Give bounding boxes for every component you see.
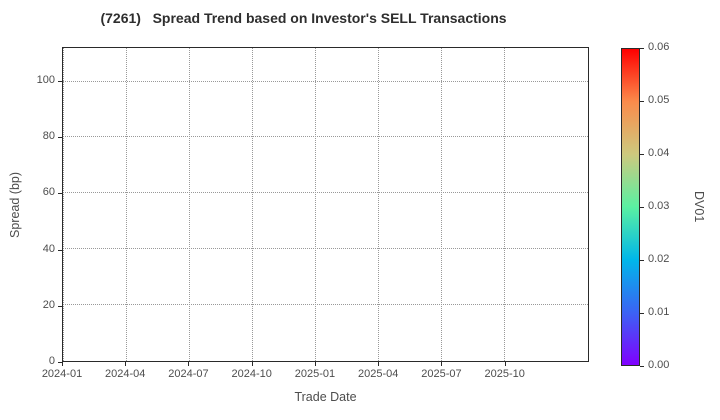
colorbar-label: DV01 (692, 191, 706, 223)
x-tick-label: 2024-10 (231, 368, 272, 380)
x-gridline (126, 48, 127, 361)
colorbar-tick-label: 0.06 (648, 41, 670, 53)
x-gridline (252, 48, 253, 361)
x-gridline (189, 48, 190, 361)
colorbar-tick-mark (640, 154, 644, 155)
x-tick-mark (314, 362, 316, 366)
x-gridline (504, 48, 505, 361)
x-tick-label: 2025-04 (358, 368, 399, 380)
x-tick-label: 2024-04 (105, 368, 146, 380)
colorbar-tick-label: 0.00 (648, 359, 670, 371)
y-gridline (63, 304, 588, 306)
x-tick-label: 2025-01 (294, 368, 336, 380)
colorbar-tick-label: 0.02 (648, 253, 670, 265)
colorbar-tick-mark (640, 260, 644, 261)
colorbar-tick-label: 0.05 (648, 94, 670, 106)
y-gridline (63, 136, 588, 138)
colorbar-tick-mark (640, 207, 644, 208)
x-tick-label: 2025-07 (421, 368, 462, 380)
colorbar-tick-mark (640, 313, 644, 314)
x-gridline (315, 48, 316, 361)
y-tick-label: 60 (42, 186, 55, 199)
y-tick-mark (58, 249, 62, 251)
x-gridline (63, 48, 64, 361)
x-gridline (378, 48, 379, 361)
y-tick-label: 0 (48, 355, 55, 367)
colorbar (621, 48, 640, 366)
colorbar-tick-label: 0.04 (648, 147, 670, 159)
y-tick-mark (58, 193, 62, 195)
chart-title: (7261) Spread Trend based on Investor's … (100, 10, 507, 26)
y-tick-mark (58, 137, 62, 138)
x-tick-label: 2024-07 (168, 368, 209, 380)
y-tick-mark (58, 362, 62, 363)
y-tick-mark (58, 305, 62, 307)
x-tick-mark (378, 362, 380, 366)
y-tick-label: 80 (42, 130, 55, 142)
plot-area (62, 47, 589, 362)
x-tick-mark (251, 362, 253, 366)
x-tick-mark (62, 362, 63, 366)
colorbar-tick-label: 0.03 (648, 200, 670, 212)
colorbar-tick-mark (640, 48, 644, 49)
y-tick-label: 40 (42, 242, 55, 255)
colorbar-tick-mark (640, 101, 644, 102)
x-tick-label: 2024-01 (41, 368, 83, 380)
y-axis-label: Spread (bp) (8, 171, 22, 238)
y-tick-label: 100 (36, 73, 55, 86)
x-gridline (441, 48, 442, 361)
x-tick-mark (188, 362, 190, 366)
x-tick-mark (125, 362, 127, 366)
y-gridline (63, 80, 588, 82)
y-gridline (63, 192, 588, 194)
y-gridline (63, 248, 588, 250)
y-tick-mark (58, 80, 62, 82)
y-tick-label: 20 (42, 298, 55, 311)
x-tick-mark (441, 362, 443, 366)
x-tick-mark (504, 362, 506, 366)
colorbar-tick-label: 0.01 (648, 306, 670, 318)
x-axis-label: Trade Date (294, 390, 357, 404)
x-tick-label: 2025-10 (484, 368, 525, 380)
colorbar-tick-mark (640, 366, 644, 367)
